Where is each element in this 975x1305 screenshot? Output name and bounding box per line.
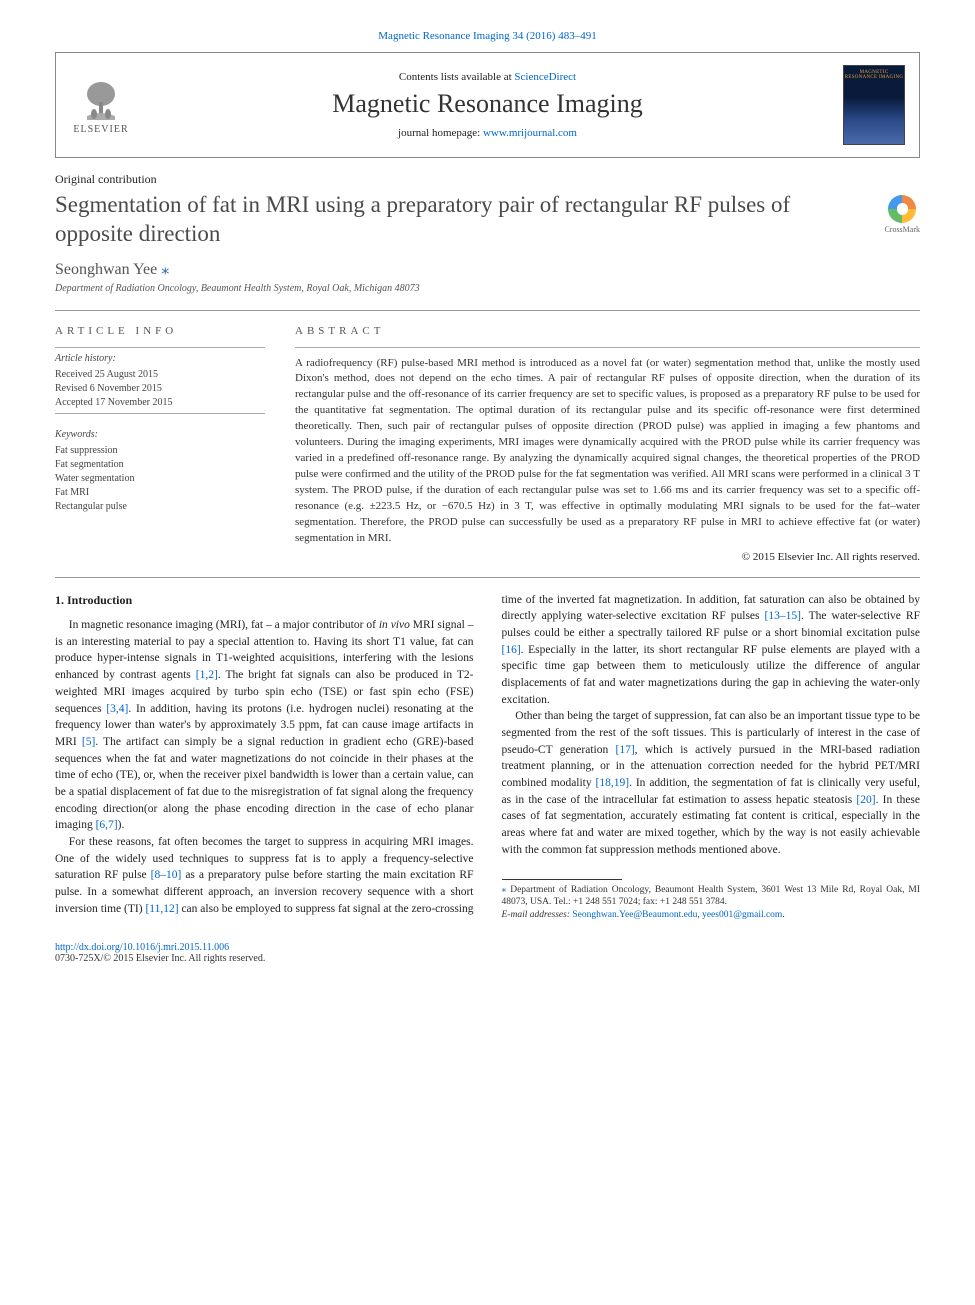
ref-link[interactable]: [11,12] — [145, 903, 178, 915]
page-footer: http://dx.doi.org/10.1016/j.mri.2015.11.… — [55, 942, 920, 964]
citation-link[interactable]: Magnetic Resonance Imaging 34 (2016) 483… — [378, 30, 596, 42]
ref-link[interactable]: [3,4] — [106, 703, 128, 715]
journal-cover-thumb: MAGNETIC RESONANCE IMAGING — [843, 65, 905, 145]
footnote-address: Department of Radiation Oncology, Beaumo… — [502, 885, 921, 908]
article-info-label: ARTICLE INFO — [55, 325, 265, 337]
journal-homepage: journal homepage: www.mrijournal.com — [132, 127, 843, 139]
abstract-copyright: © 2015 Elsevier Inc. All rights reserved… — [295, 551, 920, 563]
keywords-block: Keywords: Fat suppression Fat segmentati… — [55, 428, 265, 514]
abstract-column: ABSTRACT A radiofrequency (RF) pulse-bas… — [295, 325, 920, 563]
email-link[interactable]: yees001@gmail.com — [702, 910, 782, 920]
ref-link[interactable]: [5] — [82, 736, 95, 748]
email-label: E-mail addresses: — [502, 910, 571, 920]
crossmark-label: CrossMark — [884, 225, 920, 234]
keyword: Fat MRI — [55, 486, 265, 500]
section-rule — [55, 577, 920, 578]
keywords-label: Keywords: — [55, 428, 265, 442]
article-title: Segmentation of fat in MRI using a prepa… — [55, 191, 884, 249]
homepage-prefix: journal homepage: — [398, 127, 483, 139]
footnote-rule — [502, 879, 622, 880]
ref-link[interactable]: [6,7] — [96, 819, 118, 831]
keyword: Water segmentation — [55, 472, 265, 486]
keyword: Rectangular pulse — [55, 500, 265, 514]
sciencedirect-link[interactable]: ScienceDirect — [514, 71, 576, 83]
abstract-rule — [295, 347, 920, 348]
corresponding-footnote: ⁎ Department of Radiation Oncology, Beau… — [502, 884, 921, 922]
t: ). — [118, 819, 125, 831]
keyword: Fat segmentation — [55, 458, 265, 472]
article-info-column: ARTICLE INFO Article history: Received 2… — [55, 325, 265, 563]
publisher-logo: ELSEVIER — [70, 76, 132, 135]
issn-copyright: 0730-725X/© 2015 Elsevier Inc. All right… — [55, 953, 265, 964]
ref-link[interactable]: [13–15] — [765, 610, 801, 622]
history-label: Article history: — [55, 352, 265, 366]
homepage-link[interactable]: www.mrijournal.com — [483, 127, 577, 139]
publisher-name: ELSEVIER — [73, 124, 128, 135]
ref-link[interactable]: [8–10] — [151, 869, 182, 881]
info-abstract-row: ARTICLE INFO Article history: Received 2… — [55, 325, 920, 563]
accepted-date: Accepted 17 November 2015 — [55, 396, 265, 410]
ref-link[interactable]: [17] — [616, 744, 635, 756]
article-history: Article history: Received 25 August 2015… — [55, 347, 265, 414]
t: . The artifact can simply be a signal re… — [55, 736, 474, 831]
affiliation: Department of Radiation Oncology, Beaumo… — [55, 283, 920, 294]
t: . Especially in the latter, its short re… — [502, 644, 921, 706]
ref-link[interactable]: [20] — [856, 794, 875, 806]
keyword: Fat suppression — [55, 444, 265, 458]
ref-link[interactable]: [1,2] — [196, 669, 218, 681]
star-icon: ⁎ — [502, 885, 507, 895]
crossmark-icon — [888, 195, 916, 223]
abstract-text: A radiofrequency (RF) pulse-based MRI me… — [295, 356, 920, 547]
title-row: Segmentation of fat in MRI using a prepa… — [55, 191, 920, 249]
body-columns: 1. Introduction In magnetic resonance im… — [55, 592, 920, 922]
body-para: In magnetic resonance imaging (MRI), fat… — [55, 617, 474, 834]
citation-header: Magnetic Resonance Imaging 34 (2016) 483… — [55, 30, 920, 42]
in-vivo: in vivo — [379, 619, 410, 631]
elsevier-tree-icon — [77, 76, 125, 124]
intro-heading: 1. Introduction — [55, 592, 474, 609]
ref-link[interactable]: [18,19] — [596, 777, 630, 789]
header-center: Contents lists available at ScienceDirec… — [132, 71, 843, 139]
crossmark-badge[interactable]: CrossMark — [884, 195, 920, 234]
abstract-label: ABSTRACT — [295, 325, 920, 337]
doi-link[interactable]: http://dx.doi.org/10.1016/j.mri.2015.11.… — [55, 942, 229, 953]
contents-prefix: Contents lists available at — [399, 71, 514, 83]
email-link[interactable]: Seonghwan.Yee@Beaumont.edu — [572, 910, 697, 920]
t: In magnetic resonance imaging (MRI), fat… — [69, 619, 379, 631]
received-date: Received 25 August 2015 — [55, 368, 265, 382]
corresponding-star-icon[interactable]: ⁎ — [161, 261, 169, 278]
contents-available: Contents lists available at ScienceDirec… — [132, 71, 843, 83]
section-rule — [55, 310, 920, 311]
body-para: Other than being the target of suppressi… — [502, 708, 921, 858]
author-name: Seonghwan Yee — [55, 261, 157, 278]
cover-thumb-text: MAGNETIC RESONANCE IMAGING — [844, 70, 904, 80]
revised-date: Revised 6 November 2015 — [55, 382, 265, 396]
journal-header-box: ELSEVIER Contents lists available at Sci… — [55, 52, 920, 158]
article-type: Original contribution — [55, 172, 920, 187]
journal-title: Magnetic Resonance Imaging — [132, 89, 843, 119]
author-line: Seonghwan Yee ⁎ — [55, 259, 920, 279]
ref-link[interactable]: [16] — [502, 644, 521, 656]
